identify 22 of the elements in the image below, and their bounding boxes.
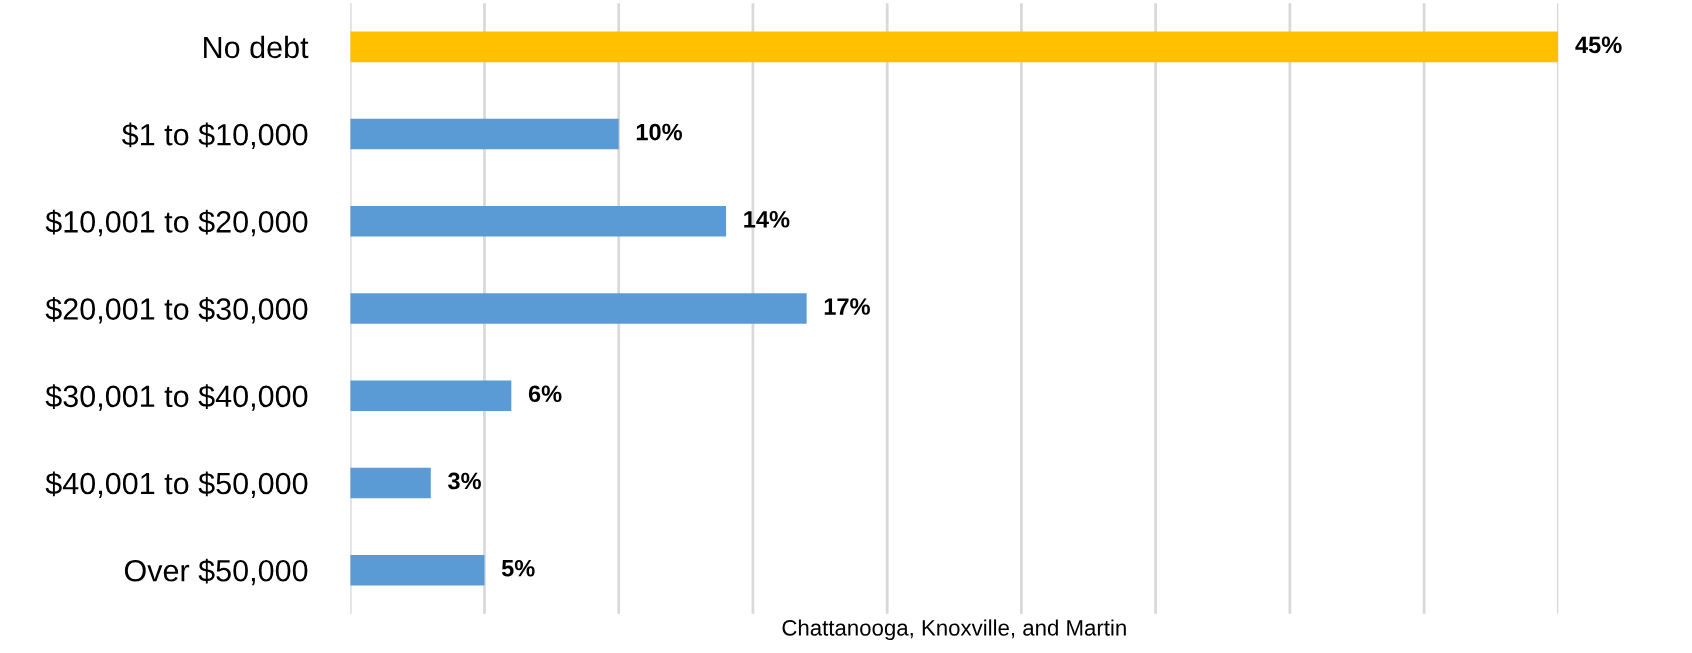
y-tick-label: Over $50,000 <box>124 558 308 586</box>
y-tick-label: $20,001 to $30,000 <box>45 296 308 324</box>
data-label: 3% <box>447 472 481 490</box>
bar <box>350 380 512 412</box>
y-tick-label: $1 to $10,000 <box>122 122 308 150</box>
y-tick-label: $40,001 to $50,000 <box>45 471 308 498</box>
data-label: 6% <box>528 385 562 403</box>
y-tick-label: $10,001 to $20,000 <box>45 209 308 237</box>
data-label: 5% <box>501 559 535 577</box>
y-tick-label: No debt <box>204 35 309 59</box>
y-tick-label: $30,001 to $40,000 <box>45 384 308 411</box>
data-label: 10% <box>636 123 683 141</box>
bar <box>350 118 619 150</box>
data-label: 45% <box>1575 36 1622 54</box>
data-label: 17% <box>824 298 870 315</box>
bar <box>350 293 807 324</box>
bar <box>350 554 485 586</box>
bar <box>350 467 431 499</box>
bar <box>350 206 727 237</box>
bar <box>350 31 1559 63</box>
x-axis-title: Chattanooga, Knoxville, and Martin <box>782 619 1126 641</box>
data-label: 14% <box>744 211 790 228</box>
